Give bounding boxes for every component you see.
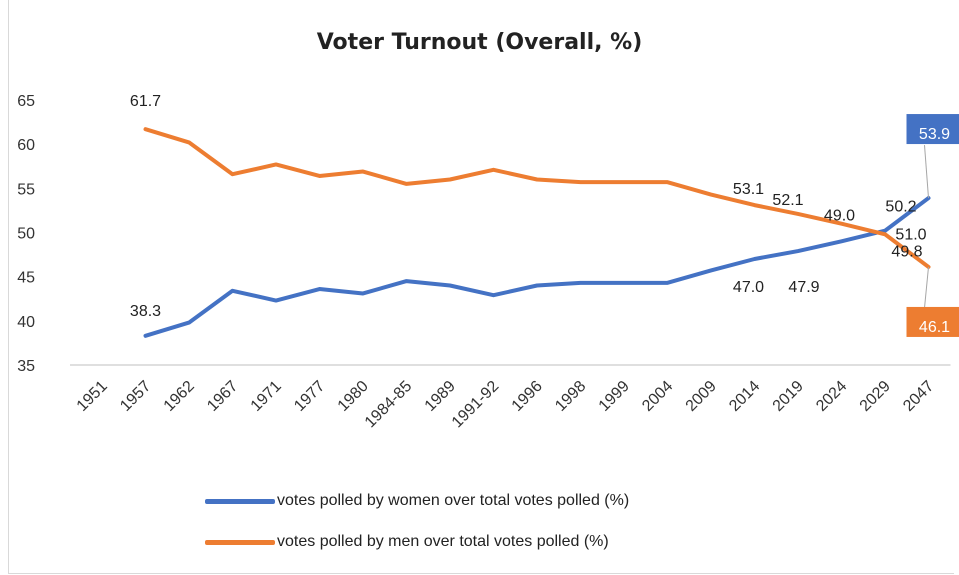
- data-label: 53.9: [919, 126, 950, 143]
- y-tick-label: 60: [17, 137, 35, 154]
- x-tick-label: 1980: [335, 378, 372, 415]
- x-tick-label: 1989: [422, 378, 459, 415]
- data-label: 38.3: [130, 303, 161, 320]
- y-tick-label: 45: [17, 270, 35, 287]
- chart-title: Voter Turnout (Overall, %): [316, 30, 643, 55]
- data-label: 52.1: [772, 192, 803, 209]
- y-tick-label: 50: [17, 226, 35, 243]
- x-tick-label: 1951: [74, 378, 111, 415]
- y-tick-label: 35: [17, 358, 35, 375]
- x-tick-label: 2009: [683, 378, 720, 415]
- data-label: 50.2: [885, 199, 916, 216]
- data-label: 46.1: [919, 319, 950, 336]
- leader-line: [924, 145, 929, 199]
- x-tick-label: 1996: [509, 378, 546, 415]
- chart-legend: votes polled by women over total votes p…: [205, 490, 629, 572]
- legend-item-women: votes polled by women over total votes p…: [205, 490, 629, 512]
- x-tick-label: 1967: [204, 378, 241, 415]
- legend-swatch-men: [205, 539, 275, 545]
- y-tick-label: 40: [17, 314, 35, 331]
- legend-label-men: votes polled by men over total votes pol…: [277, 533, 609, 550]
- x-tick-label: 2024: [813, 378, 850, 415]
- data-label: 47.0: [733, 279, 764, 296]
- y-tick-label: 65: [17, 93, 35, 110]
- x-tick-label: 2047: [900, 378, 937, 415]
- leader-line: [924, 266, 929, 308]
- legend-swatch-women: [205, 498, 275, 504]
- x-tick-label: 2029: [857, 378, 894, 415]
- x-tick-label: 1977: [291, 378, 328, 415]
- data-label: 53.1: [733, 181, 764, 198]
- x-tick-label: 1971: [248, 378, 285, 415]
- y-tick-label: 55: [17, 181, 35, 198]
- x-tick-label: 2014: [726, 378, 763, 415]
- data-label-box: [906, 114, 959, 145]
- data-label: 51.0: [895, 226, 926, 243]
- x-tick-label: 1984-85: [362, 378, 416, 432]
- data-label: 49.8: [891, 243, 922, 260]
- x-tick-label: 2004: [639, 378, 676, 415]
- x-tick-label: 2019: [770, 378, 807, 415]
- x-tick-label: 1991-92: [449, 378, 503, 432]
- data-label: 47.9: [788, 279, 819, 296]
- legend-label-women: votes polled by women over total votes p…: [277, 492, 630, 509]
- x-tick-label: 1998: [552, 378, 589, 415]
- legend-item-men: votes polled by men over total votes pol…: [205, 531, 629, 553]
- data-label-box: [906, 306, 959, 337]
- data-label: 49.0: [824, 208, 855, 225]
- x-tick-label: 1962: [161, 378, 198, 415]
- x-tick-label: 1957: [117, 378, 154, 415]
- data-label: 61.7: [130, 93, 161, 110]
- x-tick-label: 1999: [596, 378, 633, 415]
- chart-frame: [8, 0, 954, 574]
